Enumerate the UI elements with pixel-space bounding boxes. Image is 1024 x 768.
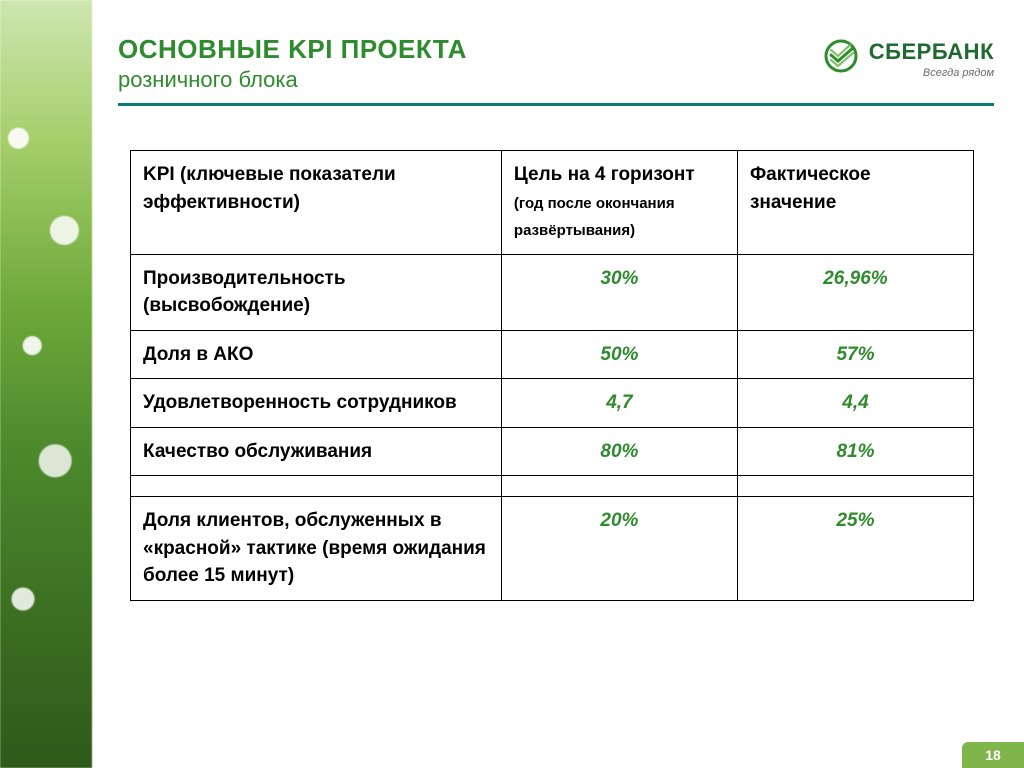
slide: ОСНОВНЫЕ KPI ПРОЕКТА розничного блока СБ… <box>0 0 1024 768</box>
target-cell: 50% <box>501 330 737 379</box>
col-header-kpi: KPI (ключевые показатели эффективности) <box>131 151 502 255</box>
actual-cell: 4,4 <box>737 379 973 428</box>
page-number-badge: 18 <box>962 742 1024 768</box>
table-row: Производительность (высвобождение)30%26,… <box>131 254 974 330</box>
header: ОСНОВНЫЕ KPI ПРОЕКТА розничного блока СБ… <box>118 34 994 93</box>
table-body: Производительность (высвобождение)30%26,… <box>131 254 974 600</box>
actual-cell: 57% <box>737 330 973 379</box>
logo-text: СБЕРБАНК Всегда рядом <box>869 39 994 79</box>
title-block: ОСНОВНЫЕ KPI ПРОЕКТА розничного блока <box>118 34 467 93</box>
target-cell: 80% <box>501 427 737 476</box>
logo-tagline: Всегда рядом <box>869 67 994 79</box>
decorative-sidebar <box>0 0 92 768</box>
metric-cell: Качество обслуживания <box>131 427 502 476</box>
logo-name: СБЕРБАНК <box>869 39 994 65</box>
header-rule <box>118 103 994 106</box>
sberbank-logo-icon <box>823 38 859 79</box>
metric-cell: Доля в АКО <box>131 330 502 379</box>
table-header-row: KPI (ключевые показатели эффективности) … <box>131 151 974 255</box>
kpi-table: KPI (ключевые показатели эффективности) … <box>130 150 974 601</box>
col-header-kpi-text: KPI (ключевые показатели эффективности) <box>143 164 396 213</box>
col-header-target-sub: (год после окончания развёртывания) <box>514 195 675 240</box>
table-row: Качество обслуживания80%81% <box>131 427 974 476</box>
actual-cell: 26,96% <box>737 254 973 330</box>
sberbank-logo: СБЕРБАНК Всегда рядом <box>823 38 994 79</box>
target-cell: 4,7 <box>501 379 737 428</box>
table-row: Удовлетворенность сотрудников4,74,4 <box>131 379 974 428</box>
col-header-target-text: Цель на 4 горизонт <box>514 164 695 185</box>
table-row: Доля в АКО50%57% <box>131 330 974 379</box>
content-area: KPI (ключевые показатели эффективности) … <box>130 150 974 601</box>
col-header-actual-text: Фактическое значение <box>750 164 871 213</box>
metric-cell: Удовлетворенность сотрудников <box>131 379 502 428</box>
actual-cell: 81% <box>737 427 973 476</box>
target-cell: 30% <box>501 254 737 330</box>
slide-title: ОСНОВНЫЕ KPI ПРОЕКТА <box>118 34 467 65</box>
actual-cell: 25% <box>737 497 973 601</box>
table-row: Доля клиентов, обслуженных в «красной» т… <box>131 497 974 601</box>
col-header-actual: Фактическое значение <box>737 151 973 255</box>
col-header-target: Цель на 4 горизонт (год после окончания … <box>501 151 737 255</box>
table-gap-row <box>131 476 974 497</box>
metric-cell: Доля клиентов, обслуженных в «красной» т… <box>131 497 502 601</box>
slide-subtitle: розничного блока <box>118 67 467 93</box>
target-cell: 20% <box>501 497 737 601</box>
metric-cell: Производительность (высвобождение) <box>131 254 502 330</box>
